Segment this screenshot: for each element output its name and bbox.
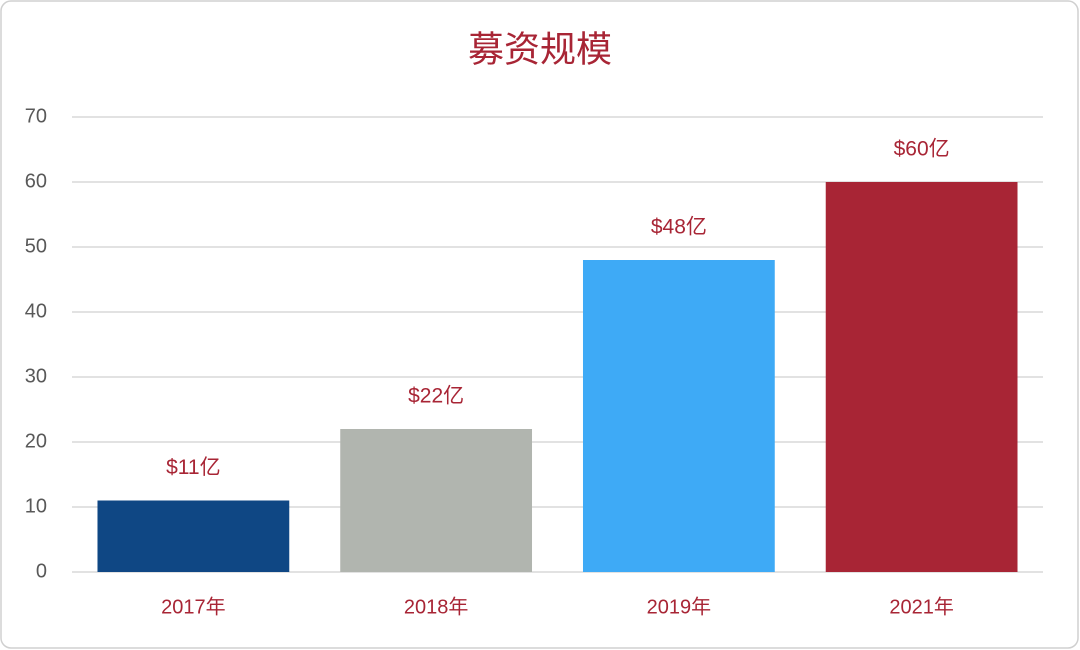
bar <box>340 429 533 572</box>
bar <box>582 260 775 572</box>
y-tick-label: 30 <box>25 365 47 387</box>
x-tick-label: 2021年 <box>889 595 954 618</box>
x-tick-label: 2017年 <box>161 595 226 618</box>
y-tick-label: 50 <box>25 235 47 257</box>
value-label: $48亿 <box>651 216 707 239</box>
bar <box>825 182 1018 572</box>
y-tick-label: 40 <box>25 300 47 322</box>
value-label: $11亿 <box>166 456 220 479</box>
x-tick-label: 2019年 <box>647 595 712 618</box>
y-tick-label: 60 <box>25 170 47 192</box>
y-tick-label: 70 <box>25 105 47 127</box>
y-tick-label: 20 <box>25 430 47 452</box>
y-tick-label: 10 <box>25 495 47 517</box>
bar <box>97 500 290 572</box>
y-tick-label: 0 <box>36 560 47 582</box>
chart-title: 募资规模 <box>468 29 612 70</box>
x-tick-label: 2018年 <box>404 595 469 618</box>
value-label: $60亿 <box>894 138 950 161</box>
value-label: $22亿 <box>408 385 464 408</box>
